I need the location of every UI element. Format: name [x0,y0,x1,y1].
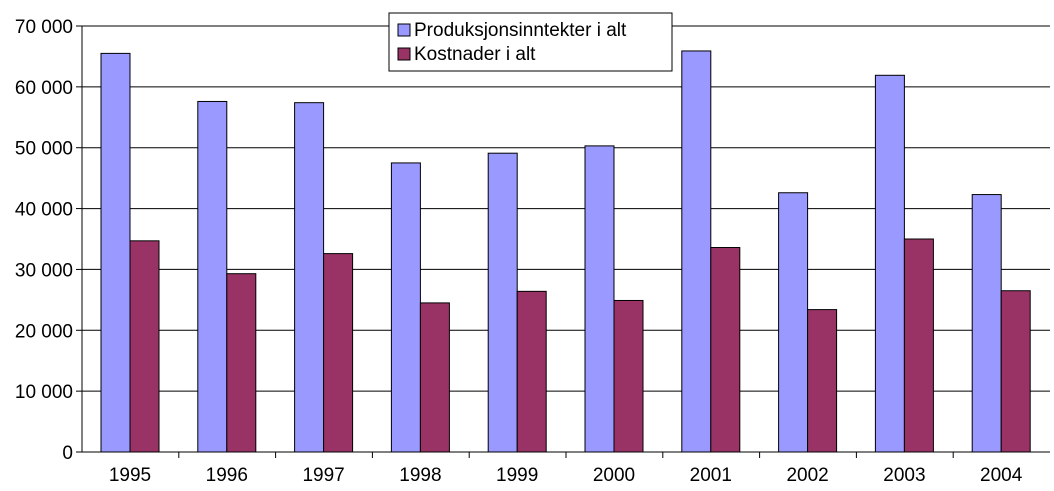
y-tick-label: 60 000 [15,78,73,99]
bar-kostnader-2001 [710,247,741,453]
bar-kostnader-1995 [129,240,160,453]
bar-produksjonsinntekter-2002 [778,192,809,453]
bar-produksjonsinntekter-1998 [390,162,421,453]
legend-label-kostnader: Kostnader i alt [414,44,536,65]
legend-box [388,12,673,72]
legend-label-produksjonsinntekter: Produksjonsinntekter i alt [414,20,627,41]
bar-produksjonsinntekter-1999 [487,152,518,453]
x-tick-label-2002: 2002 [786,465,828,486]
bar-produksjonsinntekter-2004 [971,194,1002,453]
bar-produksjonsinntekter-1995 [100,52,131,453]
x-tick-label-1999: 1999 [496,465,538,486]
bar-produksjonsinntekter-2000 [584,145,615,453]
legend-swatch-produksjonsinntekter [397,23,411,37]
y-tick-label: 40 000 [15,200,73,221]
y-tick-labels: 0 10 000 20 000 30 000 40 000 50 000 60 000 70 … [15,17,73,464]
bar-kostnader-2000 [613,299,644,453]
y-tick-label: 20 000 [15,321,73,342]
y-tick-label: 50 000 [15,139,73,160]
y-tick-label: 30 000 [15,260,73,281]
bar-produksjonsinntekter-1996 [197,100,228,453]
x-tick-label-2003: 2003 [883,465,925,486]
legend: Produksjonsinntekter i alt Kostnader i a… [388,12,673,72]
x-tick-label-1998: 1998 [399,465,441,486]
legend-swatch-kostnader [397,47,411,61]
y-tick-label: 0 [62,443,73,464]
bar-kostnader-2003 [903,238,934,453]
bar-kostnader-1997 [323,253,354,453]
bar-kostnader-1999 [516,290,547,453]
x-tick-label-1996: 1996 [206,465,248,486]
y-tick-label: 70 000 [15,17,73,38]
y-tick-label: 10 000 [15,382,73,403]
bar-produksjonsinntekter-2001 [681,50,712,453]
x-tick-label-2001: 2001 [690,465,732,486]
bar-produksjonsinntekter-2003 [874,74,905,453]
bar-kostnader-1998 [419,302,450,453]
x-tick-label-2004: 2004 [980,465,1023,486]
bar-kostnader-2004 [1000,290,1031,453]
bar-kostnader-1996 [226,273,257,453]
x-tick-label-1997: 1997 [302,465,344,486]
x-tick-label-1995: 1995 [109,465,151,486]
x-tick-labels: 1995 1996 1997 1998 1999 2000 2001 2002 2003 2004 [109,452,1023,486]
bar-produksjonsinntekter-1997 [294,102,325,453]
bars [100,50,1031,453]
bar-kostnader-2002 [807,309,838,453]
x-tick-label-2000: 2000 [593,465,635,486]
